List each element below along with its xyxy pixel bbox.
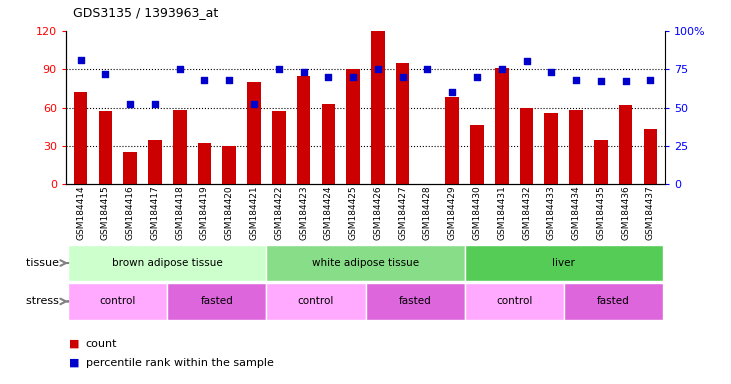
- Text: GSM184422: GSM184422: [274, 185, 284, 240]
- Bar: [148, 139, 162, 184]
- Text: GSM184428: GSM184428: [423, 185, 432, 240]
- Bar: [74, 92, 88, 184]
- Point: [174, 66, 186, 72]
- Point: [347, 74, 359, 80]
- Bar: [545, 113, 558, 184]
- Text: GSM184414: GSM184414: [76, 185, 85, 240]
- Bar: [322, 104, 335, 184]
- Bar: [366, 283, 465, 320]
- Bar: [272, 111, 286, 184]
- Text: percentile rank within the sample: percentile rank within the sample: [86, 358, 273, 368]
- Bar: [346, 69, 360, 184]
- Bar: [495, 68, 509, 184]
- Text: fasted: fasted: [398, 296, 431, 306]
- Point: [496, 66, 507, 72]
- Point: [447, 89, 458, 95]
- Bar: [445, 97, 459, 184]
- Text: liver: liver: [552, 258, 575, 268]
- Bar: [173, 110, 186, 184]
- Text: GSM184415: GSM184415: [101, 185, 110, 240]
- Text: GSM184431: GSM184431: [497, 185, 507, 240]
- Point: [199, 77, 211, 83]
- Text: GSM184424: GSM184424: [324, 185, 333, 240]
- Point: [645, 77, 656, 83]
- Text: GSM184417: GSM184417: [151, 185, 159, 240]
- Text: GSM184418: GSM184418: [175, 185, 184, 240]
- Bar: [266, 283, 366, 320]
- Bar: [564, 283, 663, 320]
- Text: GSM184430: GSM184430: [472, 185, 482, 240]
- Text: ■: ■: [69, 358, 80, 368]
- Text: GDS3135 / 1393963_at: GDS3135 / 1393963_at: [73, 6, 219, 19]
- Bar: [465, 283, 564, 320]
- Point: [570, 77, 582, 83]
- Bar: [197, 143, 211, 184]
- Text: control: control: [99, 296, 136, 306]
- Text: tissue: tissue: [26, 258, 62, 268]
- Text: control: control: [496, 296, 532, 306]
- Text: GSM184435: GSM184435: [596, 185, 605, 240]
- Text: stress: stress: [26, 296, 62, 306]
- Bar: [569, 110, 583, 184]
- Text: GSM184429: GSM184429: [447, 185, 457, 240]
- Point: [520, 58, 532, 65]
- Text: GSM184425: GSM184425: [349, 185, 357, 240]
- Text: GSM184421: GSM184421: [249, 185, 259, 240]
- Text: GSM184420: GSM184420: [224, 185, 234, 240]
- Bar: [167, 283, 266, 320]
- Point: [249, 101, 260, 108]
- Text: GSM184427: GSM184427: [398, 185, 407, 240]
- Text: GSM184434: GSM184434: [572, 185, 580, 240]
- Bar: [68, 245, 266, 281]
- Text: control: control: [298, 296, 334, 306]
- Text: fasted: fasted: [596, 296, 629, 306]
- Text: fasted: fasted: [200, 296, 233, 306]
- Text: white adipose tissue: white adipose tissue: [312, 258, 419, 268]
- Point: [422, 66, 433, 72]
- Point: [273, 66, 284, 72]
- Point: [224, 77, 235, 83]
- Bar: [643, 129, 657, 184]
- Bar: [520, 108, 534, 184]
- Point: [99, 71, 111, 77]
- Text: GSM184423: GSM184423: [299, 185, 308, 240]
- Bar: [68, 283, 167, 320]
- Text: brown adipose tissue: brown adipose tissue: [112, 258, 223, 268]
- Point: [75, 57, 86, 63]
- Bar: [371, 31, 385, 184]
- Text: GSM184426: GSM184426: [374, 185, 382, 240]
- Text: ■: ■: [69, 339, 80, 349]
- Bar: [247, 82, 261, 184]
- Text: GSM184432: GSM184432: [522, 185, 531, 240]
- Text: count: count: [86, 339, 117, 349]
- Bar: [470, 126, 484, 184]
- Point: [545, 69, 557, 75]
- Bar: [465, 245, 663, 281]
- Point: [595, 78, 607, 84]
- Point: [471, 74, 482, 80]
- Bar: [266, 245, 465, 281]
- Bar: [124, 152, 137, 184]
- Bar: [222, 146, 236, 184]
- Text: GSM184436: GSM184436: [621, 185, 630, 240]
- Text: GSM184419: GSM184419: [200, 185, 209, 240]
- Point: [397, 74, 409, 80]
- Point: [149, 101, 161, 108]
- Bar: [594, 139, 607, 184]
- Bar: [396, 63, 409, 184]
- Text: GSM184433: GSM184433: [547, 185, 556, 240]
- Bar: [297, 76, 311, 184]
- Text: GSM184437: GSM184437: [646, 185, 655, 240]
- Bar: [618, 105, 632, 184]
- Point: [620, 78, 632, 84]
- Bar: [99, 111, 113, 184]
- Point: [322, 74, 334, 80]
- Point: [124, 101, 136, 108]
- Point: [298, 69, 309, 75]
- Point: [372, 66, 384, 72]
- Text: GSM184416: GSM184416: [126, 185, 135, 240]
